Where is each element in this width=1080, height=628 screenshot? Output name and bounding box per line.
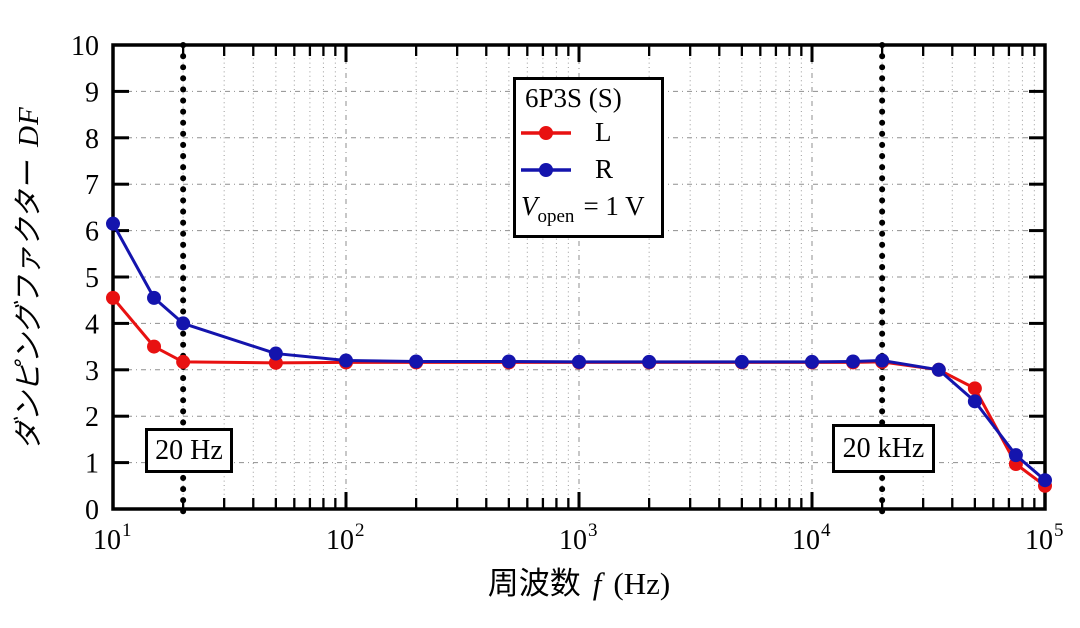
plot-border <box>111 43 1047 511</box>
series-R-marker <box>1008 448 1023 463</box>
y-axis-title: ダンピングファクター DF <box>5 38 45 518</box>
x-tick-label: 102 <box>326 520 365 556</box>
y-tick-label: 8 <box>85 124 99 155</box>
y-tick-label: 5 <box>85 263 99 294</box>
legend-note-variable: V <box>521 191 538 221</box>
series-R-marker <box>572 354 586 369</box>
legend-note: Vopen = 1 V <box>516 191 661 227</box>
series-R-marker <box>409 354 424 369</box>
series-L-marker <box>106 290 120 305</box>
annotation-20hz-label: 20 Hz <box>155 434 223 466</box>
y-tick-label: 10 <box>71 31 99 62</box>
series-L-marker <box>176 354 191 369</box>
series-L-marker <box>967 381 982 396</box>
y-axis-title-variable: DF <box>13 106 45 147</box>
legend-label-L: L <box>595 117 612 147</box>
series-R-marker <box>106 216 120 231</box>
series-R-marker <box>734 354 749 369</box>
series-R-marker <box>501 354 516 369</box>
y-tick-label: 2 <box>85 402 99 433</box>
x-tick-label: 105 <box>1025 520 1064 556</box>
y-tick-label: 6 <box>85 217 99 248</box>
series-R-marker <box>875 353 890 368</box>
legend-sample-dot <box>539 162 553 177</box>
x-axis-title-unit: (Hz) <box>613 566 671 601</box>
x-axis-title-variable: f <box>592 566 602 601</box>
y-tick-label: 9 <box>85 77 99 108</box>
series-L-marker <box>147 339 162 354</box>
y-tick-label: 7 <box>85 170 99 201</box>
series-R-marker <box>339 353 353 368</box>
legend-marker-R-icon <box>521 162 571 178</box>
series-R-marker <box>846 354 861 369</box>
legend-item-R: R <box>516 151 661 188</box>
series-R-marker <box>147 290 162 305</box>
y-tick-label: 1 <box>85 449 99 480</box>
legend-sample-dot <box>539 125 553 140</box>
legend-note-value: = 1 V <box>583 191 645 221</box>
legend-title: 6P3S (S) <box>525 83 622 113</box>
legend-marker-L-icon <box>521 125 571 141</box>
annotation-20hz: 20 Hz <box>145 428 233 473</box>
x-axis-title-text: 周波数 <box>487 566 581 601</box>
x-axis-title: 周波数 f (Hz) <box>329 558 829 603</box>
series-R-marker <box>268 346 283 361</box>
series-R-marker <box>967 394 982 409</box>
legend: 6P3S (S) L R Vopen = 1 V <box>513 77 664 238</box>
y-tick-label: 3 <box>85 356 99 387</box>
annotation-20khz: 20 kHz <box>832 424 935 473</box>
series-R-marker <box>805 354 819 369</box>
series-R-marker <box>1038 473 1052 488</box>
y-tick-label: 0 <box>85 495 99 526</box>
legend-item-L: L <box>516 114 661 151</box>
annotation-20khz-label: 20 kHz <box>842 432 925 464</box>
legend-label-R: R <box>595 154 614 184</box>
legend-note-subscript: open <box>537 206 575 227</box>
y-tick-label: 4 <box>85 309 99 340</box>
series-R-marker <box>931 362 946 377</box>
series-R-marker <box>642 354 657 369</box>
series-R-marker <box>176 316 191 331</box>
y-axis-title-text: ダンピングファクター <box>13 160 45 450</box>
